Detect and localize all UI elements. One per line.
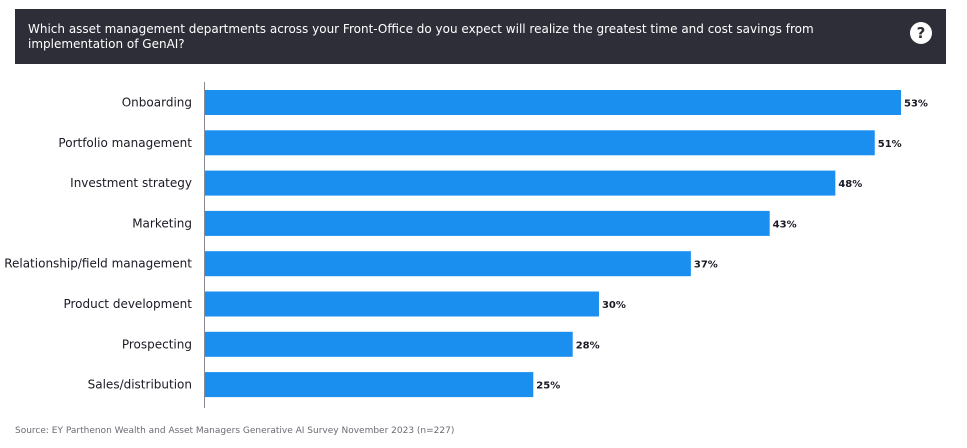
bar-2 [205, 170, 836, 196]
category-label: Portfolio management [58, 136, 192, 150]
bar-7 [205, 372, 534, 398]
category-label: Marketing [132, 216, 192, 230]
bar-chart: Onboarding 53% Portfolio management 51% Inve… [4, 82, 928, 408]
bar-3 [205, 210, 770, 236]
question-text: Which asset management departments acros… [28, 22, 814, 51]
bar-6 [205, 331, 573, 357]
category-label: Prospecting [122, 337, 192, 351]
value-label: 37% [694, 260, 718, 271]
value-label: 51% [878, 139, 902, 150]
question-mark-circle-icon[interactable]: ? [910, 22, 932, 44]
category-label: Product development [63, 297, 192, 311]
bar-0 [205, 90, 901, 115]
question-header: Which asset management departments acros… [15, 9, 946, 64]
category-label: Relationship/field management [4, 257, 192, 271]
value-label: 30% [602, 300, 626, 311]
value-label: 48% [838, 179, 862, 190]
value-label: 53% [904, 99, 928, 110]
category-label: Onboarding [122, 96, 192, 110]
value-label: 25% [536, 381, 560, 392]
bar-5 [205, 291, 599, 317]
value-label: 28% [576, 340, 600, 351]
source-note: Source: EY Parthenon Wealth and Asset Ma… [15, 426, 455, 436]
bars-layer: Onboarding 53% Portfolio management 51% Inve… [4, 90, 928, 398]
value-label: 43% [773, 219, 797, 230]
category-label: Sales/distribution [88, 378, 192, 392]
bar-1 [205, 130, 875, 156]
bar-4 [205, 251, 691, 277]
category-label: Investment strategy [70, 176, 192, 190]
